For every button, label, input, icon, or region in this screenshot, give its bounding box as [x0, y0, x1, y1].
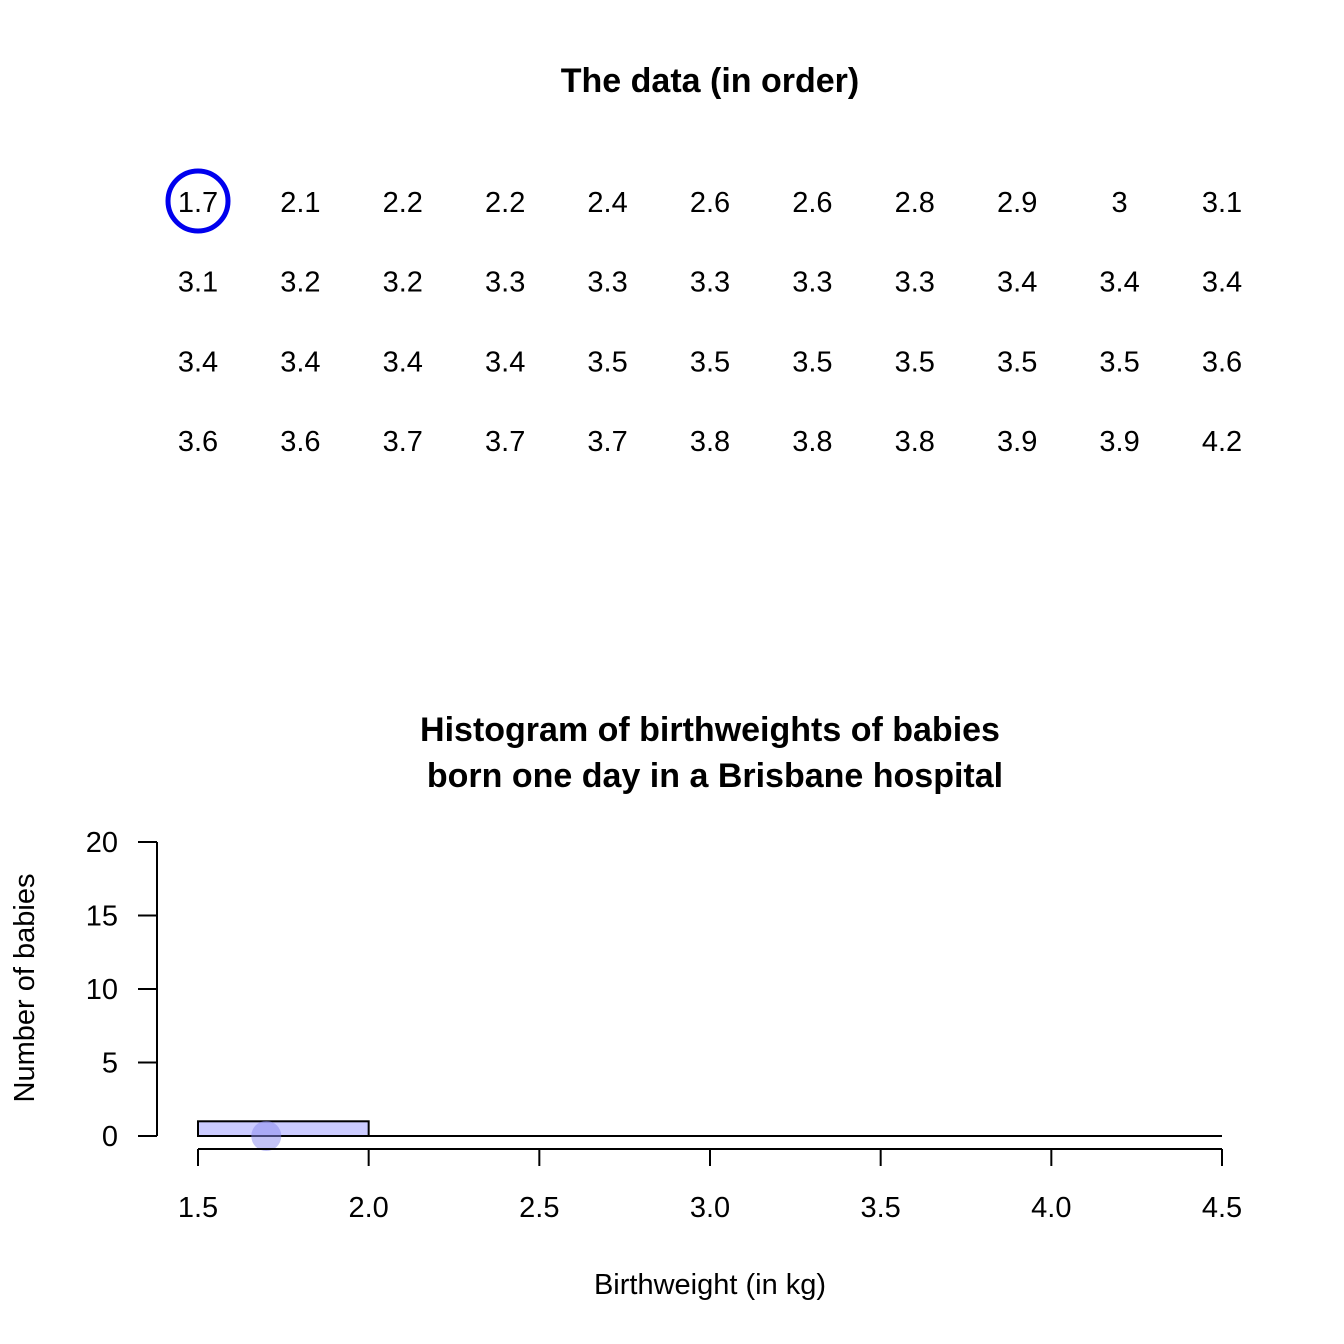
data-value-cell: 3.4 [1099, 267, 1139, 299]
x-tick-label: 3.0 [690, 1192, 730, 1224]
data-value-cell: 2.2 [383, 187, 423, 219]
data-value-cell: 3.4 [1202, 267, 1242, 299]
y-tick-label: 20 [86, 827, 118, 859]
data-value-cell: 3.4 [280, 346, 320, 378]
x-tick-label: 2.5 [519, 1192, 559, 1224]
histogram-plot: 1.5 2.0 2.5 3.0 3.5 4.0 4.5 0 5 10 15 20 [86, 827, 1242, 1224]
data-value-cell: 3.3 [792, 267, 832, 299]
data-value-cell: 2.8 [895, 187, 935, 219]
histogram-title-line-2: born one day in a Brisbane hospital [427, 757, 1003, 795]
data-value-cell: 3.7 [383, 426, 423, 458]
histogram-title-line-1: Histogram of birthweights of babies [420, 711, 1000, 749]
data-value-cell: 3.5 [690, 346, 730, 378]
data-value-cell: 3.3 [690, 267, 730, 299]
data-value-cell: 3.5 [792, 346, 832, 378]
y-axis-label: Number of babies [9, 874, 41, 1103]
data-value-cell: 3.8 [792, 426, 832, 458]
x-tick-label: 3.5 [861, 1192, 901, 1224]
histogram-bar [197, 1120, 370, 1138]
data-value-cell: 3.5 [1099, 346, 1139, 378]
data-value-cell: 2.9 [997, 187, 1037, 219]
highlight-circle [165, 168, 231, 234]
data-value-cell: 3.4 [997, 267, 1037, 299]
y-tick-label: 5 [102, 1048, 118, 1080]
x-axis-label: Birthweight (in kg) [594, 1269, 826, 1301]
highlight-point [251, 1121, 282, 1151]
data-value-cell: 3.4 [485, 346, 525, 378]
data-value-cell: 3.7 [485, 426, 525, 458]
data-value-cell: 3.6 [1202, 346, 1242, 378]
data-value-cell: 3.7 [587, 426, 627, 458]
y-tick-label: 15 [86, 901, 118, 933]
data-table: 1.7 2.1 2.2 2.2 2.4 2.6 2.6 2.8 2.9 3 3.1 3.1 3.2 3.2… [165, 168, 1242, 458]
data-value-cell: 3.4 [178, 346, 218, 378]
data-value-cell: 2.6 [792, 187, 832, 219]
data-value-cell: 2.2 [485, 187, 525, 219]
data-value-cell: 3.1 [1202, 187, 1242, 219]
data-table-title: The data (in order) [561, 62, 859, 100]
data-value-cell: 3.5 [895, 346, 935, 378]
data-value-cell: 3.6 [280, 426, 320, 458]
x-tick-label: 1.5 [178, 1192, 218, 1224]
data-value-cell: 3.8 [690, 426, 730, 458]
data-value-cell: 3.3 [587, 267, 627, 299]
data-value-cell: 3.9 [1099, 426, 1139, 458]
data-value-cell: 3.9 [997, 426, 1037, 458]
data-value-cell: 1.7 [178, 187, 218, 219]
data-value-cell: 3.5 [587, 346, 627, 378]
data-value-cell: 2.1 [280, 187, 320, 219]
x-tick-label: 4.5 [1202, 1192, 1242, 1224]
data-value-cell: 2.6 [690, 187, 730, 219]
data-value-cell: 3.8 [895, 426, 935, 458]
data-value-cell: 3 [1112, 187, 1128, 219]
y-tick-label: 0 [102, 1121, 118, 1153]
x-tick-label: 2.0 [349, 1192, 389, 1224]
data-value-cell: 3.5 [997, 346, 1037, 378]
data-value-cell: 4.2 [1202, 426, 1242, 458]
data-value-cell: 3.2 [383, 267, 423, 299]
data-value-cell: 3.3 [485, 267, 525, 299]
x-tick-label: 4.0 [1031, 1192, 1071, 1224]
data-value-cell: 3.1 [178, 267, 218, 299]
y-tick-label: 10 [86, 974, 118, 1006]
data-value-cell: 3.3 [895, 267, 935, 299]
data-value-cell: 3.4 [383, 346, 423, 378]
data-value-cell: 2.4 [587, 187, 627, 219]
data-value-cell: 3.6 [178, 426, 218, 458]
data-value-cell: 3.2 [280, 267, 320, 299]
